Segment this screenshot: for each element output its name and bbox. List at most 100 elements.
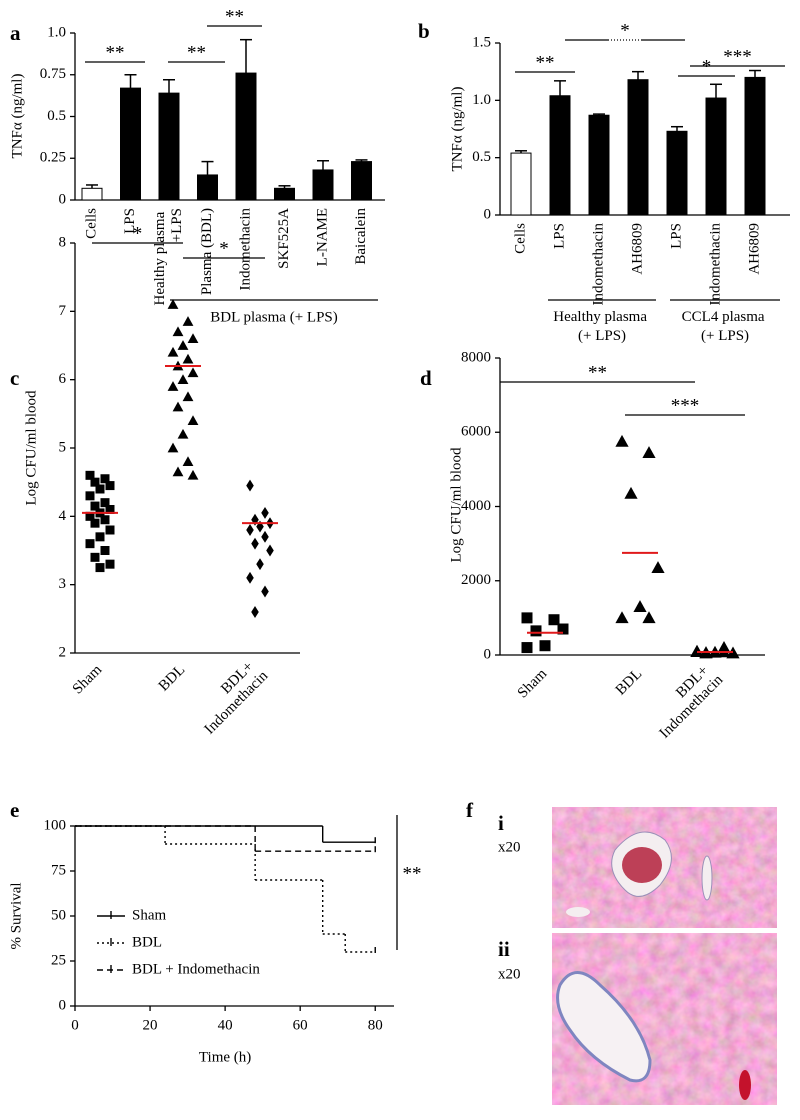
y-tick-label: 25 [51,952,66,968]
vessel [556,971,652,1083]
data-point [182,316,194,326]
data-point [172,466,184,477]
data-point [90,501,100,511]
x-tick-label: Sham [515,666,551,702]
significance-label: * [219,238,229,259]
y-tick-label: 0.25 [40,150,66,166]
bar [627,79,649,216]
blood [622,847,662,883]
x-tick-label: BDL [156,662,189,695]
data-point [521,612,533,624]
data-point [182,353,194,364]
x-tick-label: BDL [613,666,646,699]
data-point [521,642,533,654]
data-point [246,479,254,492]
data-point [95,532,105,542]
data-point [100,515,110,525]
panel-label: f [466,798,474,822]
data-point [172,326,184,337]
y-axis-label: Log CFU/ml blood [23,390,39,506]
x-tick-label: AH6809 [746,223,762,275]
data-point [187,469,199,480]
y-tick-label: 0 [59,997,67,1013]
bar [351,161,372,201]
data-point [105,525,115,535]
x-tick-label: BDL+ Indomethacin [645,660,727,742]
y-axis-label: TNFα (ng/ml) [449,87,465,172]
data-point [624,486,638,499]
x-tick-label: BDL+ Indomethacin [190,656,272,738]
data-point [85,491,95,501]
data-point [177,340,189,350]
x-tick-label: Indomethacin [590,223,606,306]
bar [312,169,334,201]
x-tick-label: Cells [512,223,528,254]
y-axis-label: Log CFU/ml blood [448,447,464,563]
data-point [717,640,731,653]
data-point [256,520,264,533]
bar [744,76,766,216]
y-tick-label: 6 [59,371,67,387]
legend-label: Sham [132,907,167,923]
legend-label: BDL + Indomethacin [132,961,260,977]
histology-image [552,933,777,1105]
y-tick-label: 6000 [461,424,491,440]
group-label: Healthy plasma (+ LPS) [553,309,650,344]
data-point [557,623,569,635]
x-tick-label: LPS [122,208,138,234]
y-axis-label: % Survival [8,882,24,949]
y-tick-label: 7 [59,303,67,319]
bar [197,174,218,201]
vessel [566,907,590,917]
data-point [539,640,551,652]
data-point [246,524,254,536]
data-point [633,600,647,613]
significance-label: ** [536,52,555,73]
data-point [100,474,110,484]
x-tick-label: 20 [143,1017,158,1033]
bar [549,95,571,216]
y-tick-label: 0 [59,191,67,207]
x-tick-label: 0 [71,1017,79,1033]
significance-label: ** [106,42,125,63]
y-tick-label: 4 [59,508,67,524]
x-tick-label: LPS [551,223,567,249]
significance-label: * [133,223,143,244]
y-tick-label: 100 [44,817,67,833]
vessel [701,855,713,901]
data-point [90,518,100,528]
significance-label: *** [723,46,752,67]
panel-label: e [10,798,19,822]
data-point [167,442,179,453]
x-axis-label: Time (h) [199,1049,251,1065]
significance-label: ** [225,6,244,27]
x-tick-label: Healthy plasma +LPS [152,208,185,305]
y-tick-label: 0.5 [472,149,491,165]
y-tick-label: 1.5 [472,34,491,50]
image-label: i [498,811,504,835]
y-tick-label: 0 [484,646,492,662]
y-tick-label: 3 [59,576,67,592]
y-tick-label: 1.0 [47,24,66,40]
bar [588,114,610,216]
data-point [177,428,189,439]
x-tick-label: LPS [668,223,684,249]
data-point [95,484,105,494]
data-point [182,456,194,466]
y-tick-label: 4000 [461,498,491,514]
data-point [90,552,100,562]
panel-label: d [420,366,432,390]
data-point [100,546,110,555]
y-tick-label: 1.0 [472,92,491,108]
y-tick-label: 0 [484,206,492,222]
data-point [642,611,656,624]
significance-label: ** [588,362,607,383]
data-point [85,539,95,549]
data-point [548,614,560,626]
x-tick-label: 80 [368,1017,383,1033]
magnification: x20 [498,839,521,855]
data-point [615,434,629,447]
data-point [187,333,199,343]
bar [158,92,180,201]
